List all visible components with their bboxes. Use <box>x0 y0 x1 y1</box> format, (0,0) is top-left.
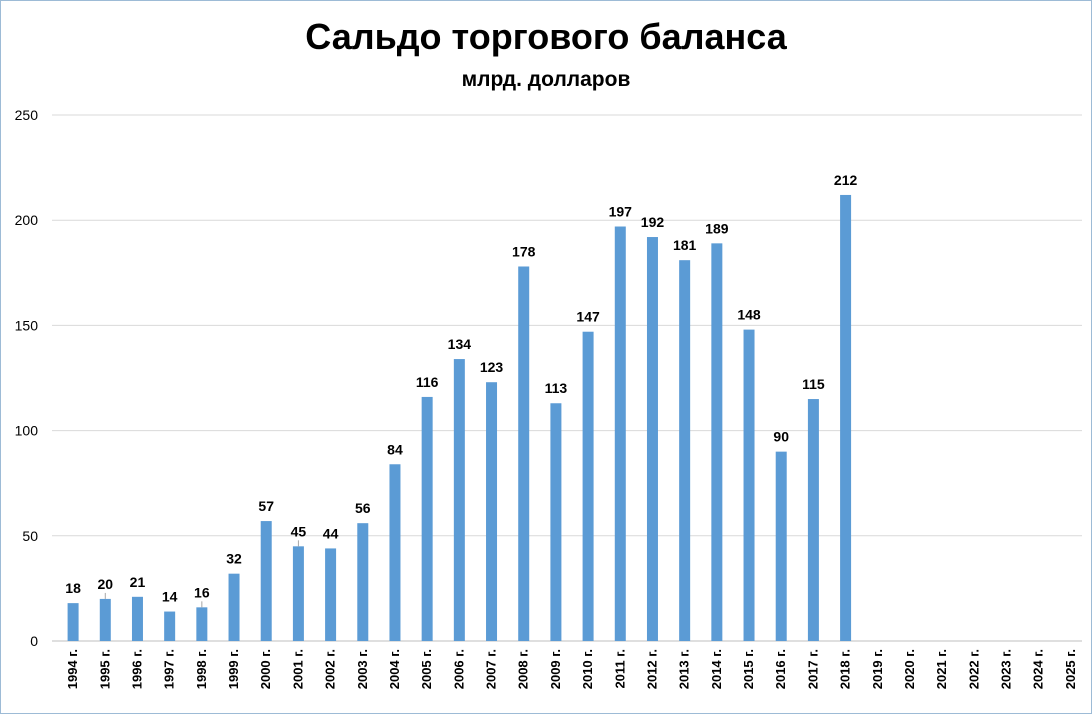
data-label: 44 <box>323 525 339 541</box>
x-tick-label: 2001 г. <box>290 649 305 689</box>
x-tick-label: 1998 г. <box>194 649 209 689</box>
x-tick-label: 2003 г. <box>355 649 370 689</box>
bar <box>99 598 111 641</box>
x-tick-label: 2016 г. <box>773 649 788 689</box>
x-tick-label: 2010 г. <box>580 649 595 689</box>
bar <box>292 546 304 641</box>
gridlines <box>52 114 1082 642</box>
bars <box>67 194 852 642</box>
bar <box>840 194 852 641</box>
bar <box>131 596 143 641</box>
data-label: 192 <box>641 214 665 230</box>
x-tick-label: 1995 г. <box>97 649 112 689</box>
bar <box>614 226 626 641</box>
data-label: 197 <box>609 204 633 220</box>
data-label: 178 <box>512 243 536 259</box>
x-tick-label: 2014 г. <box>709 649 724 689</box>
data-label: 181 <box>673 237 697 253</box>
bar <box>421 396 433 641</box>
bar <box>389 464 401 641</box>
x-tick-label: 2012 г. <box>644 649 659 689</box>
x-tick-label: 2009 г. <box>548 649 563 689</box>
y-axis-ticks: 0 50 100 150 200 250 <box>15 107 39 649</box>
x-tick-label: 2011 г. <box>612 649 627 689</box>
data-label: 57 <box>258 498 274 514</box>
bar <box>679 260 691 641</box>
data-label: 16 <box>194 584 210 600</box>
y-tick-label: 50 <box>22 528 38 544</box>
data-label: 134 <box>448 336 472 352</box>
bar <box>646 237 658 642</box>
bar <box>743 329 755 641</box>
data-label: 189 <box>705 220 729 236</box>
chart-title: Сальдо торгового баланса <box>305 16 787 57</box>
bar <box>486 382 498 641</box>
x-axis-ticks: 1994 г. 1995 г. 1996 г. 1997 г. 1998 г. 1999 … <box>65 649 1078 689</box>
chart-subtitle: млрд. долларов <box>461 68 631 91</box>
data-label: 20 <box>97 576 113 592</box>
bar <box>228 573 240 641</box>
x-tick-label: 1994 г. <box>65 649 80 689</box>
x-tick-label: 2000 г. <box>258 649 273 689</box>
x-tick-label: 2019 г. <box>870 649 885 689</box>
y-tick-label: 200 <box>15 212 39 228</box>
x-tick-label: 2004 г. <box>387 649 402 689</box>
x-tick-label: 1997 г. <box>162 649 177 689</box>
x-tick-label: 2022 г. <box>966 649 981 689</box>
data-label: 113 <box>545 380 568 396</box>
data-label: 115 <box>802 376 825 392</box>
bar <box>807 399 819 641</box>
x-tick-label: 2025 г. <box>1063 649 1078 689</box>
bar <box>325 548 337 641</box>
x-tick-label: 1996 г. <box>129 649 144 689</box>
data-labels: 18 20 21 14 16 32 57 45 44 56 84 116 134 123 178 113 147… <box>65 172 858 608</box>
y-tick-label: 0 <box>30 633 38 649</box>
bar <box>582 331 594 641</box>
y-tick-label: 100 <box>15 423 39 439</box>
x-tick-label: 2002 г. <box>323 649 338 689</box>
x-tick-label: 2005 г. <box>419 649 434 689</box>
data-label: 147 <box>576 309 600 325</box>
bar <box>67 603 79 641</box>
data-label: 56 <box>355 500 371 516</box>
x-tick-label: 2018 г. <box>838 649 853 689</box>
bar <box>196 607 208 641</box>
data-label: 21 <box>130 574 146 590</box>
data-label: 84 <box>387 441 403 457</box>
data-label: 90 <box>773 429 789 445</box>
data-label: 45 <box>291 523 307 539</box>
bar <box>357 523 369 641</box>
data-label: 18 <box>65 580 81 596</box>
x-tick-label: 2006 г. <box>451 649 466 689</box>
bar <box>711 243 723 641</box>
x-tick-label: 2015 г. <box>741 649 756 689</box>
bar <box>518 266 530 641</box>
bar <box>164 611 176 641</box>
data-label: 116 <box>416 374 439 390</box>
x-tick-label: 2023 г. <box>999 649 1014 689</box>
bar <box>453 359 465 641</box>
bar <box>775 451 787 641</box>
x-tick-label: 1999 г. <box>226 649 241 689</box>
data-label: 212 <box>834 172 858 188</box>
y-tick-label: 250 <box>15 107 39 123</box>
x-tick-label: 2020 г. <box>902 649 917 689</box>
data-label: 32 <box>226 551 242 567</box>
bar <box>550 403 562 641</box>
x-tick-label: 2013 г. <box>677 649 692 689</box>
bar <box>260 521 272 641</box>
x-tick-label: 2024 г. <box>1031 649 1046 689</box>
x-tick-label: 2017 г. <box>805 649 820 689</box>
x-tick-label: 2007 г. <box>484 649 499 689</box>
x-tick-label: 2008 г. <box>516 649 531 689</box>
data-label: 148 <box>737 307 761 323</box>
y-tick-label: 150 <box>15 317 39 333</box>
x-tick-label: 2021 г. <box>934 649 949 689</box>
data-label: 14 <box>162 589 178 605</box>
data-label: 123 <box>480 359 504 375</box>
